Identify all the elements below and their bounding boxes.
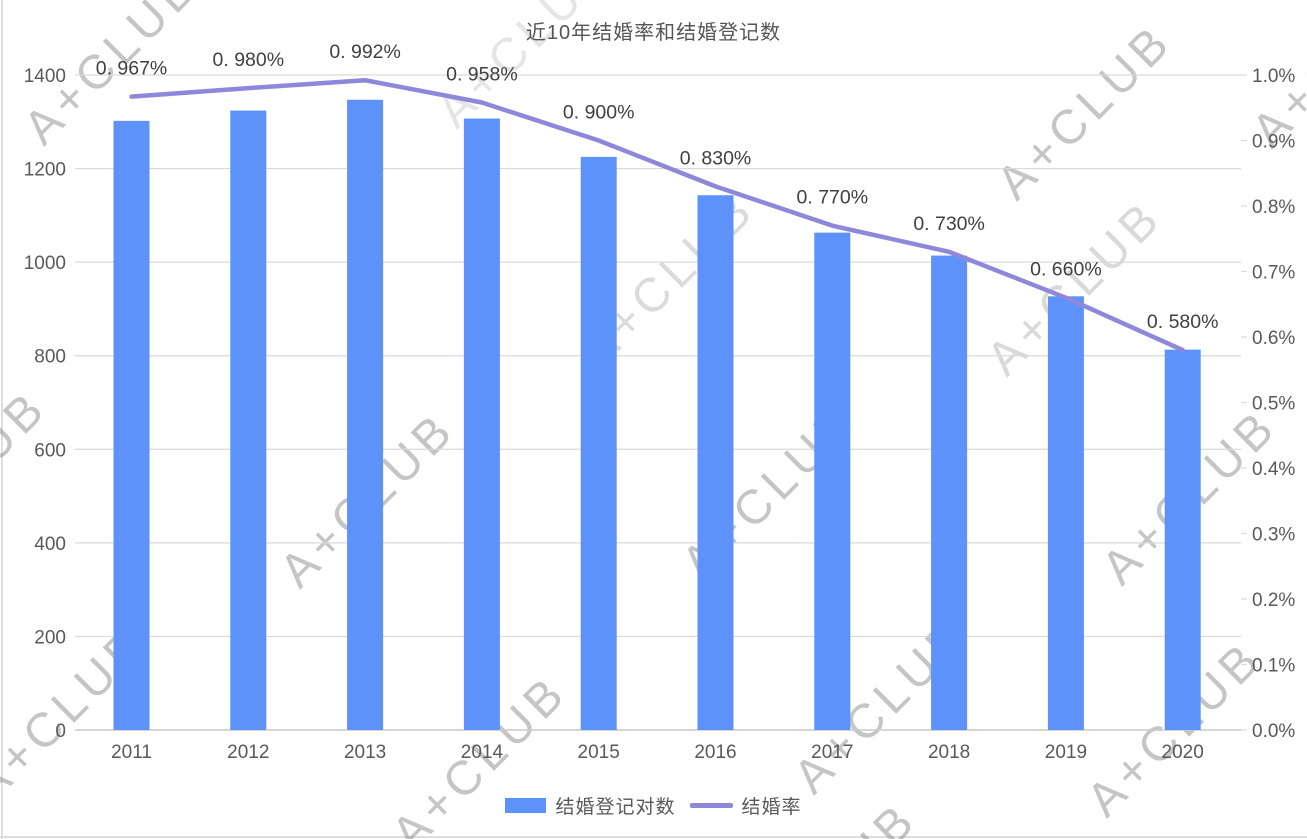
data-label-2012: 0. 980% [213,49,285,71]
legend-line-label: 结婚率 [741,796,802,818]
right-axis-tick-label-0.5%: 0.5% [1252,394,1295,415]
left-axis-tick-label-1200: 1200 [24,160,66,181]
right-axis-tick-label-1.0%: 1.0% [1252,66,1295,87]
data-label-2020: 0. 580% [1147,311,1219,333]
x-axis-label-2018: 2018 [928,742,970,763]
x-axis-label-2019: 2019 [1045,742,1087,763]
right-axis-tick-label-0.0%: 0.0% [1252,721,1295,742]
left-axis-tick-label-200: 200 [34,627,66,648]
left-axis-tick-label-0: 0 [55,721,66,742]
bar-2019 [1047,296,1084,730]
right-axis-tick-label-0.8%: 0.8% [1252,197,1295,218]
bar-2015 [580,156,617,730]
x-axis-label-2016: 2016 [694,742,736,763]
right-axis-tick-label-0.2%: 0.2% [1252,590,1295,611]
left-axis-tick-label-800: 800 [34,347,66,368]
x-axis-label-2015: 2015 [578,742,620,763]
left-axis-tick-label-600: 600 [34,440,66,461]
window-bottom-border [0,836,1307,838]
window-left-border [1,0,3,839]
right-axis-tick-label-0.4%: 0.4% [1252,459,1295,480]
left-axis-tick-label-1400: 1400 [24,66,66,87]
right-axis-tick-label-0.9%: 0.9% [1252,132,1295,153]
legend-bar-swatch [505,797,547,813]
chart-title: 近10年结婚率和结婚登记数 [525,22,782,44]
left-axis-tick-label-1000: 1000 [24,253,66,274]
x-axis-label-2012: 2012 [227,742,269,763]
data-label-2017: 0. 770% [797,187,869,209]
x-axis-label-2020: 2020 [1162,742,1204,763]
rate-line [129,77,1185,353]
right-axis-tick-label-0.7%: 0.7% [1252,263,1295,284]
data-label-2013: 0. 992% [329,41,401,63]
bar-2020 [1164,349,1201,730]
chart-legend: 结婚登记对数 结婚率 [0,791,1307,819]
x-axis-label-2014: 2014 [461,742,504,763]
data-label-2019: 0. 660% [1030,259,1102,281]
legend-bar-label: 结婚登记对数 [555,796,676,818]
data-label-2018: 0. 730% [913,213,985,235]
bar-2017 [814,232,851,731]
left-axis-tick-label-400: 400 [34,534,66,555]
data-label-2011: 0. 967% [96,58,168,80]
x-axis-label-2011: 2011 [111,742,152,763]
legend-line-swatch [689,802,733,808]
bar-2016 [697,195,734,731]
data-label-2015: 0. 900% [563,102,635,124]
x-axis-label-2013: 2013 [344,742,386,763]
bar-2014 [463,118,500,730]
right-axis-tick-label-0.6%: 0.6% [1252,328,1295,349]
bar-2012 [230,110,267,731]
bar-2013 [347,99,384,730]
data-label-2016: 0. 830% [680,147,752,169]
bar-2011 [113,120,150,731]
right-axis-tick-label-0.3%: 0.3% [1252,525,1295,546]
data-label-2014: 0. 958% [446,64,518,86]
right-axis-tick-label-0.1%: 0.1% [1252,656,1295,677]
x-axis-label-2017: 2017 [811,742,853,763]
bar-2018 [931,255,968,731]
